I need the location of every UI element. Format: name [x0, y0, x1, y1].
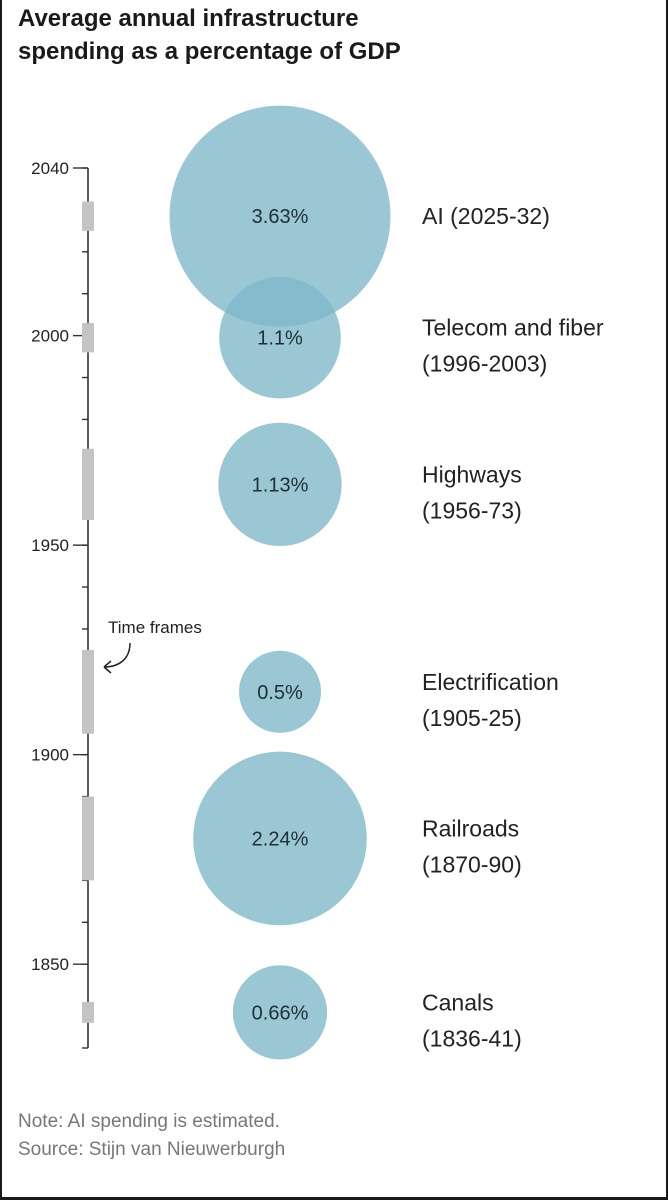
era-name-label: Electrification [422, 669, 559, 695]
axis-tick-label: 1900 [31, 746, 69, 765]
chart-title: Average annual infrastructure spending a… [18, 2, 618, 68]
bubble-value-label: 2.24% [252, 828, 309, 850]
time-frames-annotation: Time frames [103, 618, 202, 674]
era-period-label: (1996-2003) [422, 351, 547, 377]
era-labels: 3.63% AI (2025-32) 1.1% Telecom and fiber (1… [252, 203, 604, 1051]
bubble [169, 105, 391, 327]
title-line-1: Average annual infrastructure [18, 5, 359, 32]
source-text: Source: Stijn van Nieuwerburgh [18, 1139, 286, 1160]
era-period-label: (1956-73) [422, 497, 522, 523]
note-text: Note: AI spending is estimated. [18, 1111, 280, 1132]
annotation-arrowhead [103, 660, 112, 674]
timeline-axis: 1850 1900 1950 2000 2040 [31, 159, 89, 1049]
bubbles [169, 105, 391, 1060]
era-name-label: Highways [422, 461, 522, 487]
bubble-value-label: 0.5% [257, 682, 303, 704]
time-frame-bands [82, 201, 94, 1023]
time-frame-band [82, 201, 94, 231]
bubble [218, 422, 342, 547]
annotation-arrow-line [103, 642, 131, 668]
era-period-label: (1905-25) [422, 705, 522, 731]
era-period-label: (1836-41) [422, 1025, 522, 1051]
bubble [219, 276, 341, 399]
time-frame-band [82, 323, 94, 353]
bubble-value-label: 0.66% [252, 1002, 309, 1024]
bubble-value-label: 3.63% [252, 206, 309, 228]
era-name-label: AI (2025-32) [422, 203, 550, 229]
axis-tick-label: 1850 [31, 955, 69, 974]
era-name-label: Telecom and fiber [422, 315, 604, 341]
axis-tick-label: 2040 [31, 159, 69, 178]
time-frames-label: Time frames [108, 618, 202, 637]
time-frame-band [82, 448, 94, 520]
axis-tick-label: 2000 [31, 327, 69, 346]
bubble [238, 650, 322, 733]
time-frame-band [82, 796, 94, 881]
bubble-value-label: 1.1% [257, 328, 303, 350]
era-period-label: (1870-90) [422, 851, 522, 877]
era-name-label: Canals [422, 989, 494, 1015]
bubble-value-label: 1.13% [252, 474, 309, 496]
era-name-label: Railroads [422, 815, 519, 841]
time-frame-band [82, 649, 94, 734]
title-line-2: spending as a percentage of GDP [18, 38, 401, 65]
bubble [232, 965, 328, 1060]
bubble [193, 751, 367, 926]
footnote: Note: AI spending is estimated. Source: … [18, 1108, 285, 1164]
axis-tick-label: 1950 [31, 536, 69, 555]
time-frame-band [82, 1001, 94, 1023]
